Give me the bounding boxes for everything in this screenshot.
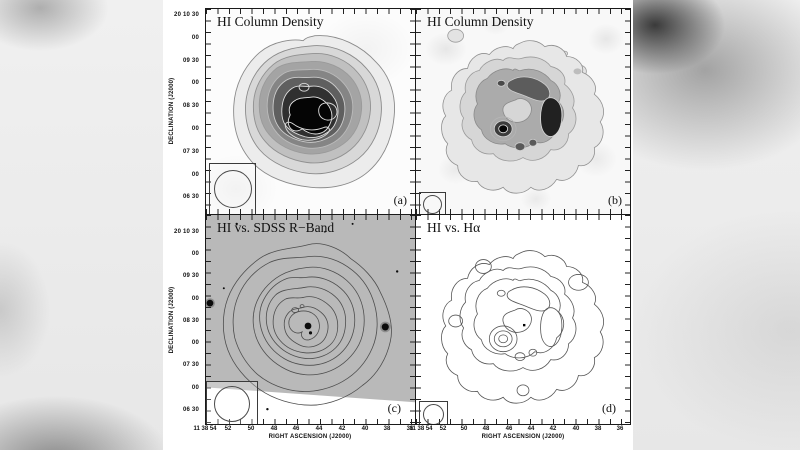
- synthesized-beam-icon: [423, 195, 442, 214]
- ra-tick-label: 46: [292, 426, 300, 432]
- dec-tick-label: 06 30: [182, 407, 199, 413]
- beam-inset-box: [206, 381, 258, 424]
- ra-axis-title-left: RIGHT ASCENSION (J2000): [268, 434, 352, 440]
- hi-high-resolution-map: [441, 28, 604, 194]
- panel-letter: (c): [387, 401, 401, 415]
- axis-ticks: [206, 9, 415, 14]
- ra-tick-label: 50: [460, 426, 468, 432]
- central-point-source: [523, 323, 526, 327]
- panel-a-hi-column-density: HI Column Density (a): [205, 8, 416, 215]
- axis-ticks: [206, 9, 211, 214]
- panel-title: HI Column Density: [217, 14, 324, 29]
- ra-tick-label: 52: [439, 426, 447, 432]
- beam-inset-box: [419, 192, 446, 214]
- ra-tick-label: 46: [505, 426, 513, 432]
- hi-contours-on-halpha-image: [441, 250, 604, 404]
- ra-tick-label: 50: [247, 426, 255, 432]
- axis-ticks: [625, 9, 630, 214]
- dec-tick-label: 00: [191, 172, 199, 178]
- ra-tick-label: 44: [315, 426, 323, 432]
- figure-canvas: DECLINATION (J2000) DECLINATION (J2000) …: [163, 0, 633, 450]
- hi-column-density-map: [233, 35, 396, 189]
- dec-tick-label: 09 30: [182, 58, 199, 64]
- axis-ticks: [206, 419, 415, 424]
- axis-ticks: [416, 215, 421, 424]
- dec-tick-label: 06 30: [182, 194, 199, 200]
- beam-inset-box: [209, 163, 256, 214]
- dec-tick-label: 09 30: [182, 273, 199, 279]
- ra-tick-label: 11 38 54: [193, 426, 217, 432]
- ra-tick-label: 42: [338, 426, 346, 432]
- panel-d-hi-vs-halpha: HI vs. Hα (d): [415, 214, 631, 425]
- dec-tick-label: 07 30: [182, 362, 199, 368]
- dec-tick-label: 00: [191, 126, 199, 132]
- panel-letter: (d): [602, 401, 616, 415]
- panel-title: HI Column Density: [427, 14, 534, 29]
- ra-tick-label: 40: [361, 426, 369, 432]
- panel-title: HI vs. Hα: [427, 220, 481, 235]
- ra-tick-label: 38: [383, 426, 391, 432]
- ra-tick-label: 52: [224, 426, 232, 432]
- axis-ticks: [410, 215, 415, 424]
- ra-tick-label: 38: [594, 426, 602, 432]
- axis-ticks: [416, 419, 630, 424]
- panel-letter: (a): [393, 193, 407, 207]
- ra-tick-label: 36: [616, 426, 624, 432]
- dec-tick-label: 00: [191, 80, 199, 86]
- axis-ticks: [416, 9, 630, 14]
- hi-contours-on-sdss-image: [206, 215, 415, 411]
- ra-tick-label: 42: [549, 426, 557, 432]
- dec-tick-label: 08 30: [182, 103, 199, 109]
- dec-tick-label: 00: [191, 251, 199, 257]
- ra-tick-label: 11 38 54: [409, 426, 433, 432]
- dec-tick-label: 00: [191, 296, 199, 302]
- panel-c-hi-vs-sdss: HI vs. SDSS R−Band (c): [205, 214, 416, 425]
- axis-ticks: [410, 9, 415, 214]
- ra-tick-label: 36: [406, 426, 414, 432]
- dec-tick-label: 20 10 30: [174, 12, 199, 18]
- axis-ticks: [416, 215, 630, 220]
- dec-tick-label: 07 30: [182, 149, 199, 155]
- ra-tick-label: 48: [270, 426, 278, 432]
- synthesized-beam-icon: [423, 403, 444, 424]
- axis-ticks: [625, 215, 630, 424]
- beam-inset-box: [419, 401, 448, 424]
- dec-tick-label: 20 10 30: [174, 229, 199, 235]
- sdss-rband-image-region: [206, 215, 415, 403]
- axis-ticks: [206, 215, 415, 220]
- ra-axis-title-right: RIGHT ASCENSION (J2000): [481, 434, 565, 440]
- dec-tick-label: 00: [191, 340, 199, 346]
- dec-axis-title-top: DECLINATION (J2000): [169, 77, 175, 145]
- dec-tick-label: 08 30: [182, 318, 199, 324]
- axis-ticks: [416, 9, 421, 214]
- panel-letter: (b): [608, 193, 622, 207]
- ra-tick-label: 40: [572, 426, 580, 432]
- axis-ticks: [416, 209, 630, 214]
- panel-b-hi-column-density: HI Column Density (b): [415, 8, 631, 215]
- synthesized-beam-icon: [213, 170, 252, 208]
- dec-tick-label: 00: [191, 35, 199, 41]
- synthesized-beam-icon: [214, 386, 250, 422]
- panel-title: HI vs. SDSS R−Band: [217, 220, 335, 235]
- ra-tick-label: 44: [527, 426, 535, 432]
- axis-ticks: [206, 215, 211, 424]
- dec-tick-label: 00: [191, 385, 199, 391]
- ra-tick-label: 48: [482, 426, 490, 432]
- axis-ticks: [206, 209, 415, 214]
